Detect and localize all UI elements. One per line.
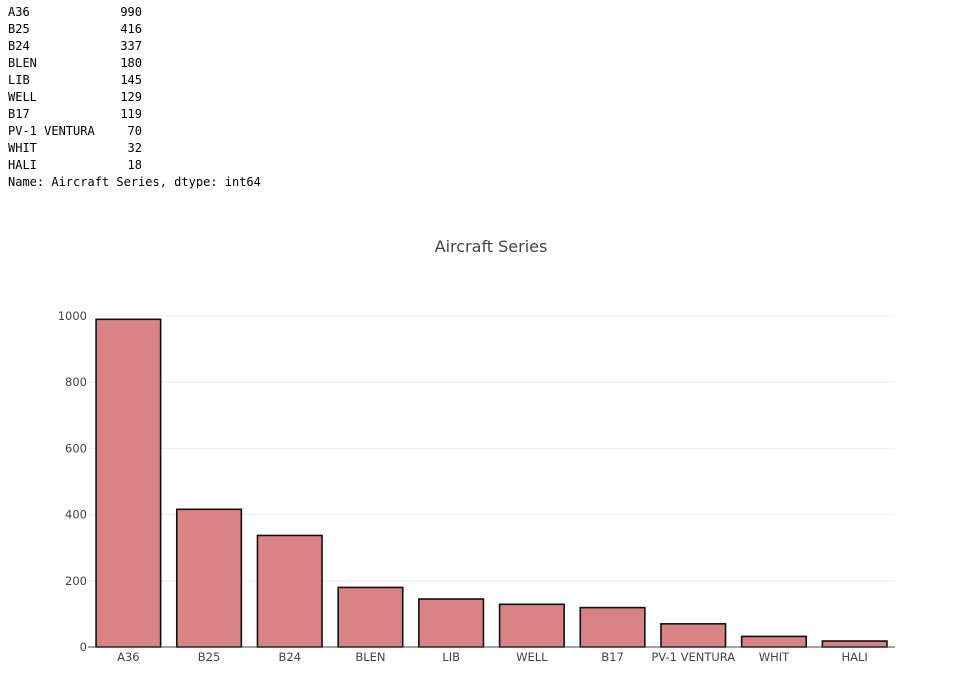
bar <box>95 318 162 648</box>
x-tick-label: WHIT <box>759 650 790 664</box>
bar <box>498 603 565 648</box>
console-output: A36 990 B25 416 B24 337 BLEN 180 LIB 145 WELL 129 B1… <box>8 4 261 191</box>
x-tick-label: LIB <box>442 650 460 664</box>
y-tick-label: 200 <box>65 574 87 588</box>
console-row: A36 990 <box>8 4 261 21</box>
console-row-value: 18 <box>127 158 142 172</box>
console-row: B24 337 <box>8 38 261 55</box>
console-row-value: 129 <box>120 90 142 104</box>
console-row: PV-1 VENTURA 70 <box>8 123 261 140</box>
x-tick-label: WELL <box>516 650 548 664</box>
console-row-label: B17 <box>8 107 30 121</box>
console-row-value: 990 <box>120 5 142 19</box>
y-tick-label: 0 <box>80 640 87 654</box>
x-tick-label: B25 <box>198 650 221 664</box>
console-row-label: PV-1 VENTURA <box>8 124 95 138</box>
console-row: WHIT 32 <box>8 140 261 157</box>
console-row-label: B24 <box>8 39 30 53</box>
x-tick-label: HALI <box>841 650 867 664</box>
bar <box>821 640 888 648</box>
console-row-label: LIB <box>8 73 30 87</box>
x-tick-label: B17 <box>601 650 624 664</box>
console-row-label: A36 <box>8 5 30 19</box>
console-row: B17 119 <box>8 106 261 123</box>
console-row-label: HALI <box>8 158 37 172</box>
bar <box>337 586 404 648</box>
x-tick-label: B24 <box>278 650 301 664</box>
console-footer: Name: Aircraft Series, dtype: int64 <box>8 175 261 189</box>
bar <box>740 635 808 648</box>
console-row-value: 337 <box>120 39 142 53</box>
bar <box>418 598 485 648</box>
console-row: HALI 18 <box>8 157 261 174</box>
console-row-value: 145 <box>120 73 142 87</box>
console-row-value: 32 <box>127 141 142 155</box>
bars <box>95 318 888 648</box>
console-row-label: B25 <box>8 22 30 36</box>
y-tick-label: 400 <box>65 508 87 522</box>
console-row: BLEN 180 <box>8 55 261 72</box>
x-tick-label: A36 <box>117 650 140 664</box>
y-tick-label: 600 <box>65 441 87 455</box>
console-row-label: WELL <box>8 90 37 104</box>
chart-title: Aircraft Series <box>435 237 548 256</box>
console-row: B25 416 <box>8 21 261 38</box>
console-row-value: 416 <box>120 22 142 36</box>
bar <box>579 606 646 648</box>
y-tick-label: 800 <box>65 375 87 389</box>
console-row: WELL 129 <box>8 89 261 106</box>
bar <box>256 534 323 648</box>
console-row-label: BLEN <box>8 56 37 70</box>
x-tick-label: BLEN <box>355 650 385 664</box>
console-row-value: 180 <box>120 56 142 70</box>
console-row-value: 70 <box>127 124 142 138</box>
bar <box>175 508 243 648</box>
axes: 0 200 400 600 800 1000 A36 B25 B24 BLEN LIB WELL B17… <box>58 309 895 664</box>
console-row-value: 119 <box>120 107 142 121</box>
bar <box>660 623 727 648</box>
console-row: LIB 145 <box>8 72 261 89</box>
console-row-label: WHIT <box>8 141 37 155</box>
y-tick-label: 1000 <box>58 309 87 323</box>
x-tick-label: PV-1 VENTURA <box>651 650 735 664</box>
